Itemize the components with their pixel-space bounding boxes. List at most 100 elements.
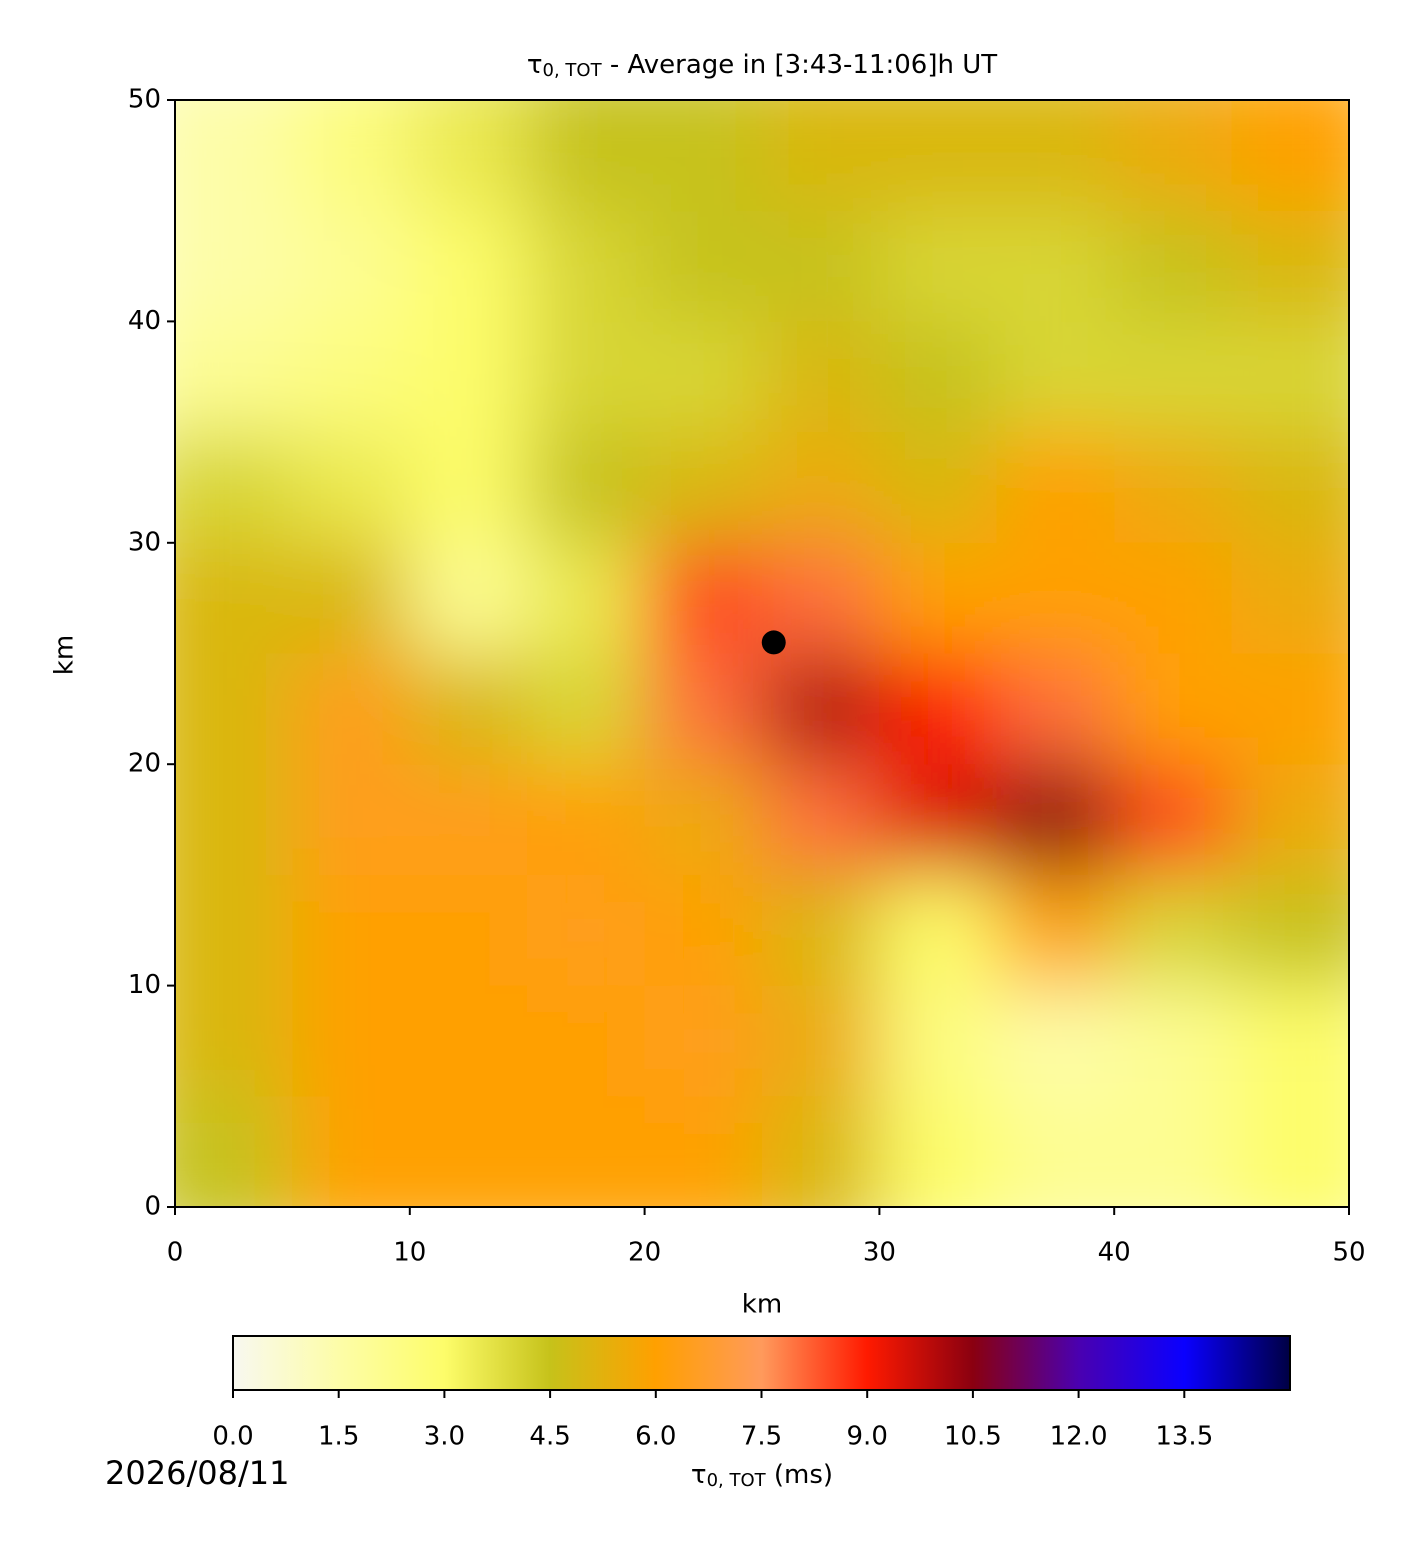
- field-cell: [644, 100, 762, 211]
- field-cell: [879, 653, 997, 765]
- field-cell: [527, 542, 645, 654]
- field-cell: [1231, 874, 1349, 986]
- field-cell: [409, 321, 528, 433]
- field-cell: [879, 874, 997, 986]
- field-cell: [644, 1096, 762, 1207]
- field-cell: [1114, 542, 1232, 654]
- field-cell: [762, 874, 880, 986]
- field-cell: [879, 432, 997, 543]
- x-tick-label: 30: [863, 1238, 896, 1268]
- colorbar-tick-label: 13.5: [1155, 1422, 1213, 1452]
- field-cell: [996, 874, 1115, 986]
- field-cell: [879, 764, 997, 875]
- field-cell: [527, 653, 645, 765]
- field-cell: [409, 1096, 528, 1207]
- field-cell: [1114, 1096, 1232, 1207]
- field-cell: [292, 321, 410, 433]
- field-cell: [996, 764, 1115, 875]
- field-cell: [762, 653, 880, 765]
- colorbar-symbol: τ: [691, 1460, 707, 1490]
- date: 2026/08/11: [105, 1454, 289, 1492]
- colorbar-tick-label: 0.0: [212, 1422, 253, 1452]
- field-cell: [996, 321, 1115, 433]
- field-cell: [527, 432, 645, 543]
- field-cell: [879, 321, 997, 433]
- x-tick-label: 10: [393, 1238, 426, 1268]
- x-tick-label: 20: [628, 1238, 661, 1268]
- field-cells: [175, 100, 1349, 1207]
- field-cell: [1231, 432, 1349, 543]
- colorbar-tick-label: 9.0: [847, 1422, 888, 1452]
- marker-point: [761, 630, 786, 655]
- field-cell: [292, 874, 410, 986]
- colorbar: [232, 1335, 1291, 1391]
- x-tick-label: 50: [1332, 1238, 1365, 1268]
- field-cell: [996, 432, 1115, 543]
- field-cell: [1231, 1096, 1349, 1207]
- y-tick-label: 10: [128, 970, 161, 1000]
- field-cell: [1114, 210, 1232, 322]
- field-cell: [879, 100, 997, 211]
- chart-title: τ0, TOT - Average in [3:43-11:06]h UT: [527, 50, 997, 82]
- colorbar-tick-label: 10.5: [944, 1422, 1002, 1452]
- field-cell: [1231, 321, 1349, 433]
- field-cell: [175, 210, 293, 322]
- colorbar-text: (ms): [766, 1460, 833, 1490]
- field-cell: [996, 100, 1115, 211]
- field-cell: [409, 432, 528, 543]
- field-cell: [1231, 542, 1349, 654]
- colorbar-tick-label: 7.5: [741, 1422, 782, 1452]
- field-cell: [1114, 100, 1232, 211]
- field-cell: [644, 321, 762, 433]
- field-cell: [996, 542, 1115, 654]
- field-cell: [1231, 653, 1349, 765]
- field-cell: [1231, 985, 1349, 1097]
- field-cell: [292, 1096, 410, 1207]
- field-cell: [409, 210, 528, 322]
- field-cell: [409, 100, 528, 211]
- field-cell: [175, 321, 293, 433]
- field-cell: [527, 985, 645, 1097]
- field-cell: [644, 210, 762, 322]
- field-cell: [292, 210, 410, 322]
- x-tick-label: 40: [1098, 1238, 1131, 1268]
- field-cell: [762, 321, 880, 433]
- field-cell: [644, 432, 762, 543]
- colorbar-tick-label: 1.5: [318, 1422, 359, 1452]
- y-tick-label: 30: [128, 527, 161, 557]
- field-cell: [527, 874, 645, 986]
- field-cell: [762, 985, 880, 1097]
- field-cell: [292, 100, 410, 211]
- y-tick-label: 0: [144, 1192, 161, 1222]
- field-cell: [762, 764, 880, 875]
- title-subscript: 0, TOT: [543, 60, 603, 81]
- field-cell: [175, 874, 293, 986]
- field-cell: [762, 1096, 880, 1207]
- field-cell: [644, 653, 762, 765]
- field-cell: [175, 985, 293, 1097]
- title-symbol: τ: [527, 50, 543, 80]
- field-cell: [409, 874, 528, 986]
- field-cell: [409, 764, 528, 875]
- field-cell: [175, 100, 293, 211]
- field-cell: [996, 985, 1115, 1097]
- field-cell: [1114, 432, 1232, 543]
- field-cell: [527, 321, 645, 433]
- field-cell: [527, 210, 645, 322]
- field-cell: [1114, 653, 1232, 765]
- y-axis-label: km: [50, 635, 80, 675]
- colorbar-tick-label: 12.0: [1050, 1422, 1108, 1452]
- field-cell: [292, 542, 410, 654]
- field-cell: [527, 764, 645, 875]
- field-cell: [879, 210, 997, 322]
- field: [175, 100, 1349, 1207]
- field-cell: [409, 542, 528, 654]
- plot-frame: [174, 99, 1350, 1208]
- field-cell: [175, 432, 293, 543]
- field-cell: [879, 1096, 997, 1207]
- x-tick-label: 0: [167, 1238, 184, 1268]
- field-cell: [1231, 764, 1349, 875]
- field-cell: [879, 542, 997, 654]
- field-cell: [409, 653, 528, 765]
